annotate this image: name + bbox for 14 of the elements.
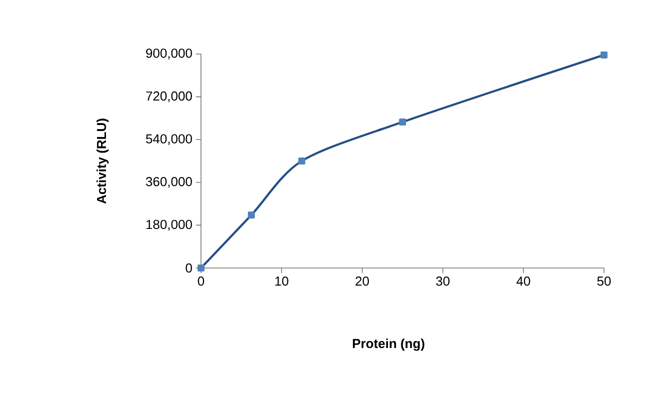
y-tick-label: 540,000 <box>146 134 192 145</box>
x-axis-title: Protein (ng) <box>352 338 424 351</box>
x-tick-label: 20 <box>356 276 369 286</box>
x-tick-label: 30 <box>436 276 450 286</box>
x-tick-label: 40 <box>516 276 530 286</box>
y-tick-label: 900,000 <box>146 48 192 60</box>
y-tick-label: 360,000 <box>146 177 192 188</box>
x-tick-label: 50 <box>597 276 611 286</box>
y-axis-title: Activity (RLU) <box>96 118 109 204</box>
y-tick-label: 180,000 <box>146 220 192 231</box>
x-tick-label: 10 <box>275 276 288 286</box>
y-tick-label: 720,000 <box>146 91 192 102</box>
y-tick-label: 0 <box>186 263 192 273</box>
x-tick-label: 0 <box>198 276 204 286</box>
